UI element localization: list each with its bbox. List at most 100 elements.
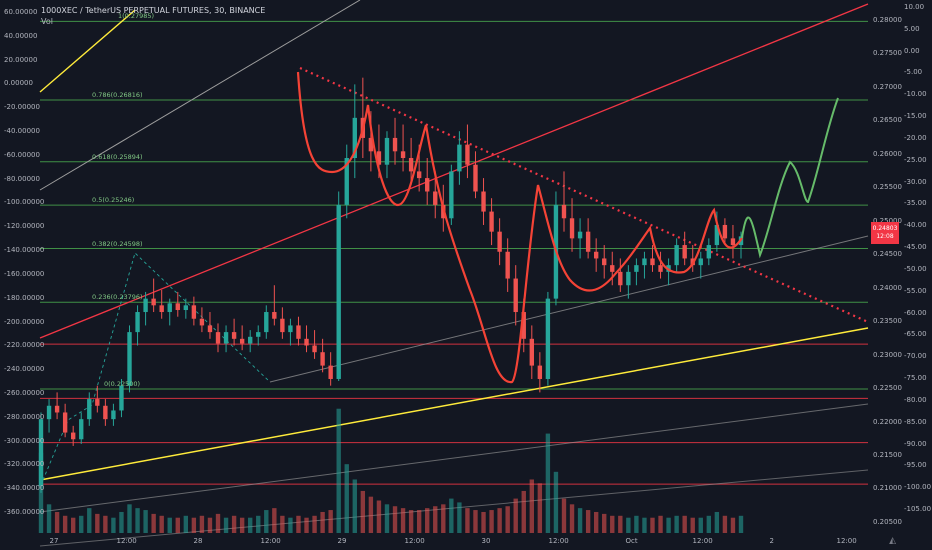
candle-body: [239, 338, 245, 344]
x-axis-tick: 27: [49, 537, 59, 545]
candle-body: [167, 303, 172, 313]
volume-bar: [256, 515, 261, 533]
right-axis-tick: 0.25000: [873, 216, 902, 225]
candle-body: [642, 258, 647, 266]
grey-channel-line: [39, 0, 361, 191]
candle-body: [320, 352, 325, 366]
far-right-axis-tick: -100.00: [904, 483, 932, 492]
far-right-axis-tick: -35.00: [904, 199, 927, 208]
volume-bar: [312, 515, 317, 533]
symbol-label: 1000XEC / TetherUS PERPETUAL FUTURES, 30…: [41, 6, 266, 15]
candle-body: [682, 245, 687, 259]
left-axis-tick: -280.00000: [4, 412, 45, 421]
fib-label: 0.236(0.23796): [92, 293, 143, 302]
volume-bar: [722, 515, 728, 533]
volume-bar: [706, 515, 712, 533]
volume-bar: [714, 511, 720, 533]
volume-bar: [135, 508, 140, 533]
candle: [602, 245, 607, 279]
far-right-axis-tick: 5.00: [904, 24, 920, 33]
left-axis-tick: -20.00000: [4, 103, 40, 112]
candle-body: [328, 365, 333, 379]
volume-bar: [376, 500, 382, 533]
candle-body: [46, 405, 52, 420]
candle-body: [143, 298, 148, 313]
candle: [119, 378, 124, 418]
x-axis-tick: 12:00: [116, 537, 137, 545]
volume-bar: [441, 504, 446, 533]
candle: [103, 399, 108, 426]
volume-bar: [545, 433, 551, 533]
left-axis-tick: -240.00000: [4, 365, 45, 374]
volume-bar: [119, 511, 124, 533]
volume-bar: [384, 504, 390, 533]
chart-title: 1000XEC / TetherUS PERPETUAL FUTURES, 30…: [41, 6, 265, 15]
candle-body: [634, 265, 639, 272]
candle-body: [497, 231, 502, 252]
right-axis-tick: 0.24000: [873, 283, 902, 292]
candle: [690, 245, 695, 272]
left-axis-tick: -120.00000: [4, 222, 45, 231]
candle: [111, 403, 116, 426]
drawings: [39, 0, 869, 547]
candle-body: [231, 332, 237, 339]
volume-bar: [465, 508, 470, 533]
candle-body: [505, 251, 510, 279]
candle-body: [706, 245, 712, 259]
candle-body: [577, 231, 583, 239]
candle-body: [585, 231, 591, 252]
countdown: 12:08: [876, 233, 894, 240]
candle-body: [730, 238, 736, 246]
x-axis-tick: 30: [481, 537, 491, 545]
candle-body: [714, 224, 720, 246]
candle-body: [561, 204, 567, 219]
candle-body: [368, 137, 374, 152]
volume-bar: [666, 517, 671, 533]
x-axis-tick: 12:00: [692, 537, 713, 545]
dashed-wave-line: [42, 252, 271, 481]
volume-bar: [151, 513, 156, 533]
volume-bar: [473, 510, 478, 533]
volume-label: Vol: [41, 17, 53, 26]
candle-body: [658, 265, 663, 272]
right-axis-tick: 0.27500: [873, 49, 902, 58]
candle-body: [304, 338, 309, 346]
candle: [682, 231, 687, 266]
grey-channel-line: [39, 403, 869, 513]
candle: [175, 291, 180, 317]
left-axis-tick: 60.00000: [4, 8, 38, 16]
candle-body: [127, 332, 132, 386]
volume-bar: [698, 517, 703, 533]
candle: [352, 84, 357, 179]
right-axis-tick: 0.28000: [873, 15, 902, 24]
candle: [722, 218, 728, 246]
right-axis-tick: 0.26500: [873, 116, 902, 125]
candle-body: [352, 117, 357, 159]
candle: [38, 412, 44, 493]
volume-bar: [239, 517, 245, 533]
candle: [658, 251, 663, 279]
candle-body: [344, 158, 349, 205]
volume-bar: [127, 504, 132, 533]
left-axis-tick: -220.00000: [4, 341, 45, 350]
candle: [698, 251, 703, 279]
candle-body: [135, 312, 140, 333]
candle: [239, 325, 245, 351]
x-axis-tick: 28: [193, 537, 203, 545]
volume-bar: [304, 517, 309, 533]
candle-body: [215, 332, 221, 344]
yellow-line-top: [39, 9, 136, 93]
far-right-axis-tick: 0.00: [904, 46, 920, 55]
candle-body: [264, 312, 269, 333]
candles: [38, 77, 744, 493]
volume-bar: [231, 515, 237, 533]
candle: [344, 144, 349, 219]
tradingview-logo-icon: ◭: [889, 536, 896, 546]
volume-bar: [634, 515, 639, 533]
candle: [425, 158, 430, 205]
left-axis-tick: -80.00000: [4, 174, 40, 183]
volume-bar: [207, 517, 213, 533]
far-right-axis-tick: -25.00: [904, 155, 927, 164]
candle: [529, 325, 534, 379]
left-axis-tick: -320.00000: [4, 460, 45, 469]
